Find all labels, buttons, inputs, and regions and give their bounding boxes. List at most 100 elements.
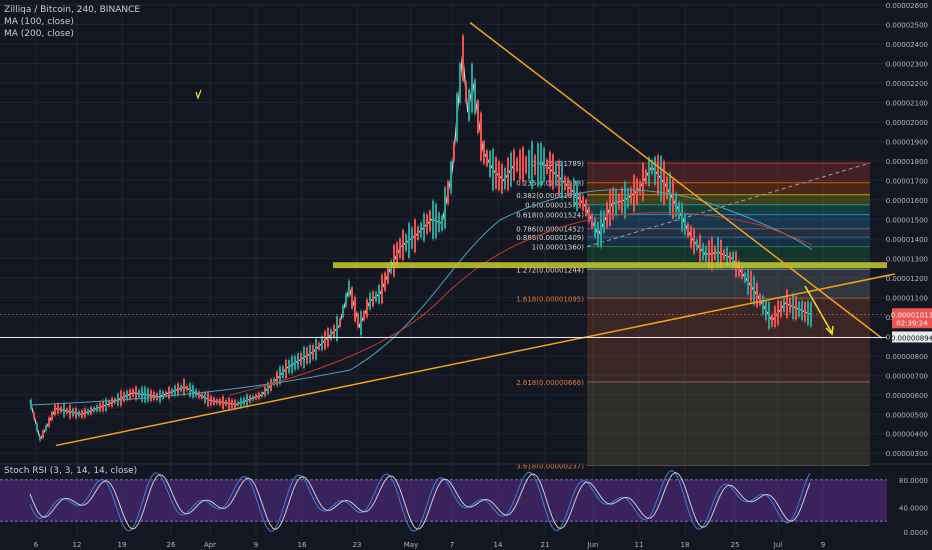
fib-zone — [587, 269, 870, 299]
y-tick-label: 0.00001700 — [886, 177, 928, 185]
stoch-rsi-label[interactable]: Stoch RSI (3, 3, 14, 14, close) — [4, 466, 138, 476]
candle-body — [495, 157, 497, 189]
candle-body — [705, 246, 707, 263]
candle-body — [732, 252, 734, 268]
candle-body — [210, 395, 212, 406]
candle-body — [336, 316, 338, 341]
candle-body — [507, 157, 509, 191]
candle-body — [447, 180, 449, 205]
y-tick-label: 0.00001300 — [886, 255, 928, 263]
candle-body — [312, 344, 314, 360]
candle-body — [165, 391, 167, 397]
y-tick-label: 0.00000500 — [886, 411, 928, 419]
candle-body — [693, 228, 695, 254]
candle-body — [723, 249, 725, 261]
candle-body — [228, 397, 230, 409]
candle-body — [246, 394, 248, 407]
fib-level-label: 0.618(0.00001524) — [516, 212, 584, 220]
candle-body — [651, 159, 653, 175]
candle-body — [789, 297, 791, 313]
candle-body — [501, 163, 503, 194]
candle-body — [45, 425, 47, 431]
candle-body — [123, 392, 125, 402]
candle-body — [150, 389, 152, 402]
candle-body — [471, 63, 473, 113]
x-tick-label: 6 — [34, 541, 39, 549]
candle-body — [114, 398, 116, 404]
price-axis[interactable]: 0.00002600 0.00002500 0.00002400 0.00002300… — [886, 2, 932, 458]
candle-body — [432, 200, 434, 240]
candle-body — [141, 386, 143, 402]
candle-body — [762, 295, 764, 315]
candle-body — [234, 399, 236, 410]
candle-body — [429, 210, 431, 232]
candle-body — [249, 395, 251, 403]
candle-body — [399, 238, 401, 259]
candle-body — [372, 291, 374, 307]
grid — [0, 4, 887, 535]
candle-body — [744, 272, 746, 283]
y-tick-label: 0.00001800 — [886, 158, 928, 166]
candle-body — [57, 403, 59, 414]
stoch-rsi-pane[interactable]: 80.0000 40.0000 0.0000 — [0, 463, 932, 537]
candle-body — [564, 176, 566, 191]
trendlines[interactable] — [0, 21, 896, 447]
candle-body — [297, 353, 299, 369]
fib-zone — [587, 163, 870, 183]
candle-body — [156, 392, 158, 400]
candle-body — [102, 400, 104, 412]
candle-body — [378, 285, 380, 304]
candle-body — [672, 179, 674, 219]
candle-body — [138, 389, 140, 398]
ma100-label[interactable]: MA (100, close) — [4, 17, 74, 27]
x-tick-label: May — [404, 541, 418, 549]
candle-body — [498, 161, 500, 191]
candle-body — [405, 234, 407, 252]
candle-body — [549, 151, 551, 187]
candle-body — [540, 143, 542, 187]
candle-body — [612, 187, 614, 220]
candle-body — [189, 383, 191, 397]
fib-level-label: 3.618(0.00000237) — [516, 463, 584, 471]
candle-body — [729, 252, 731, 263]
candle-body — [201, 393, 203, 400]
time-axis[interactable]: 6 12 19 26 Apr 9 16 23 May 7 14 21 Jun 11 18 25 Jul 9 — [34, 541, 825, 549]
candle-body — [768, 302, 770, 329]
candle-body — [804, 302, 806, 322]
fib-zone — [587, 381, 870, 466]
candle-body — [285, 359, 287, 379]
candle-body — [174, 385, 176, 396]
y-tick-label: 0.00001100 — [886, 294, 928, 302]
rsi-tick-label: 40.0000 — [899, 504, 928, 512]
fib-zone — [587, 298, 870, 382]
support-band — [333, 262, 887, 269]
candle-body — [369, 292, 371, 310]
ma200-line — [229, 212, 813, 396]
candle-body — [663, 160, 665, 205]
candle-body — [339, 318, 341, 327]
candle-body — [315, 338, 317, 360]
y-tick-label: 0.00001900 — [886, 138, 928, 146]
candle-body — [126, 390, 128, 401]
x-tick-label: 18 — [681, 541, 690, 549]
y-tick-label: 0.00000300 — [886, 450, 928, 458]
candle-body — [213, 397, 215, 405]
fib-zone — [587, 182, 870, 195]
candle-body — [396, 242, 398, 267]
candle-body — [708, 240, 710, 268]
candle-body — [417, 226, 419, 240]
candle-body — [276, 371, 278, 386]
candle-body — [489, 151, 491, 177]
candle-body — [741, 267, 743, 279]
candle-body — [243, 397, 245, 406]
y-tick-label: 0.00001200 — [886, 275, 928, 283]
ma200-label[interactable]: MA (200, close) — [4, 29, 74, 39]
rsi-tick-label: 0.0000 — [904, 529, 929, 537]
candle-body — [426, 214, 428, 234]
candle-body — [687, 223, 689, 238]
candle-body — [516, 157, 518, 172]
x-tick-label: Jul — [773, 541, 783, 549]
candle-body — [222, 396, 224, 410]
fib-retracement[interactable]: 0(0.00001789)0.236(0.00001688)0.382(0.00… — [516, 160, 871, 471]
